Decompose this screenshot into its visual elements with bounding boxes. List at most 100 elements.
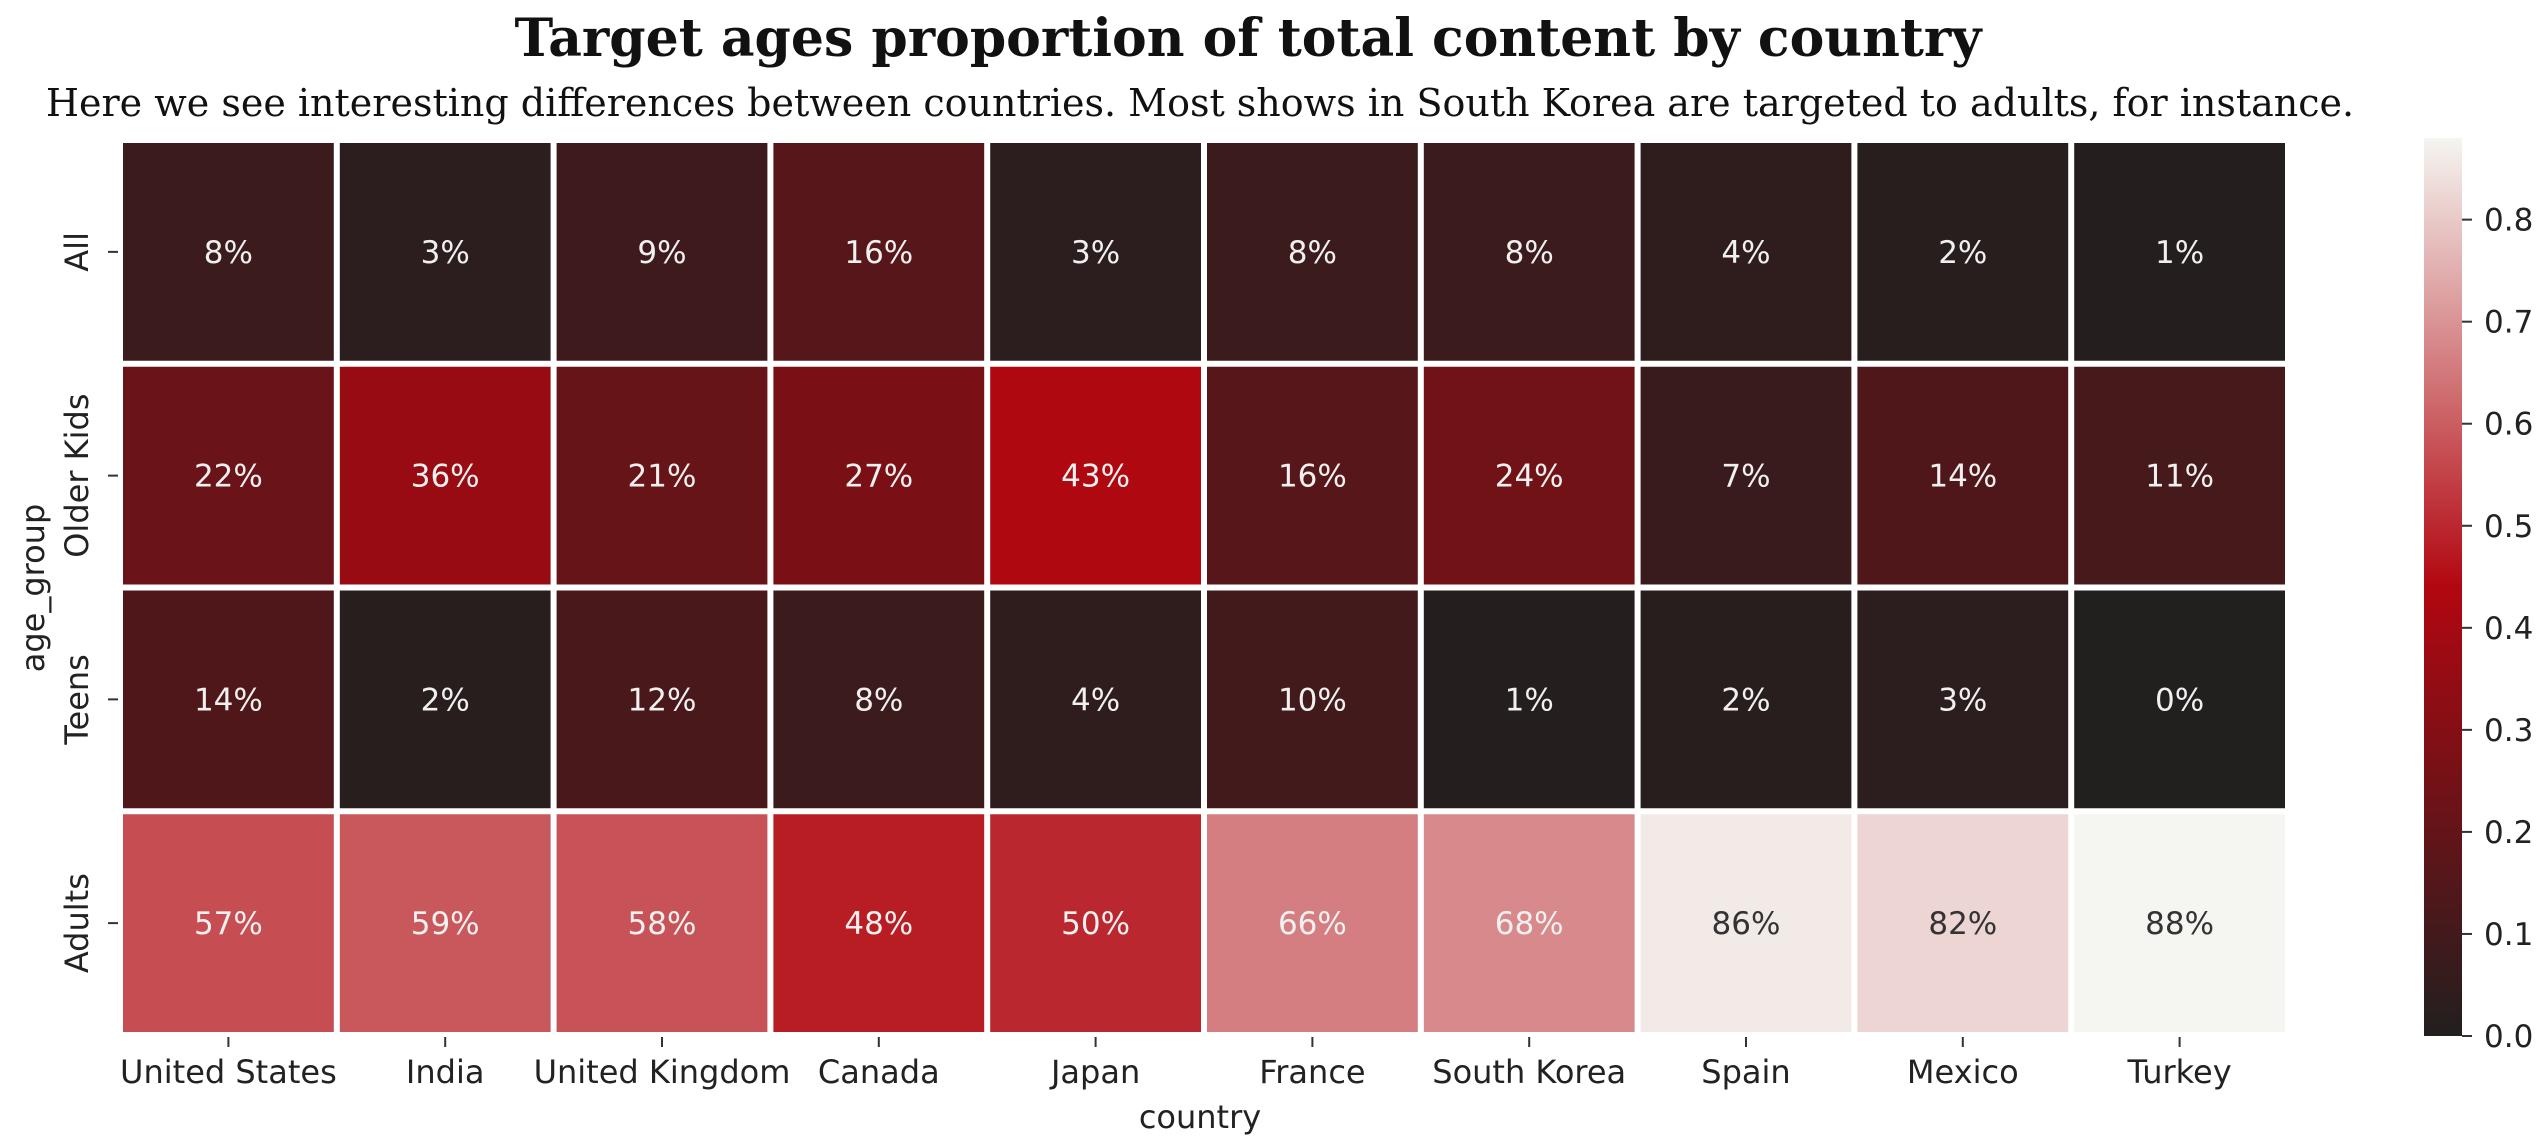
cell-value-label: 11%	[2145, 459, 2214, 495]
colorbar-tick-label: 0.4	[2484, 611, 2533, 647]
heatmap-cell	[990, 814, 1201, 1032]
heatmap-cell	[123, 366, 334, 585]
heatmap-cell	[123, 143, 334, 361]
heatmap-cell	[2074, 590, 2285, 809]
heatmap-cell	[1857, 143, 2069, 361]
heatmap-cell	[990, 143, 1201, 361]
cell-value-label: 3%	[1071, 235, 1120, 271]
colorbar-tick-label: 0.5	[2484, 509, 2533, 545]
heatmap-cell	[1640, 366, 1852, 585]
heatmap-cell	[773, 366, 985, 585]
heatmap-cell	[556, 814, 768, 1032]
heatmap-cell	[773, 143, 985, 361]
x-tick-label: United Kingdom	[534, 1053, 791, 1091]
cell-value-label: 16%	[1278, 459, 1347, 495]
cell-value-label: 14%	[1928, 459, 1997, 495]
colorbar-tick-label: 0.0	[2484, 1019, 2533, 1055]
colorbar-ticks: 0.0 0.1 0.2 0.3 0.4 0.5 0.6 0.7 0.8	[2462, 203, 2533, 1055]
cell-value-label: 58%	[628, 906, 697, 942]
heatmap-cell	[1640, 590, 1852, 809]
heatmap-cell	[2074, 814, 2285, 1032]
cell-value-label: 4%	[1721, 235, 1770, 271]
heatmap-cell	[339, 143, 551, 361]
x-tick-label: India	[406, 1053, 485, 1091]
heatmap-cell	[1423, 814, 1635, 1032]
heatmap-cell	[556, 143, 768, 361]
y-tick-label: Adults	[58, 873, 96, 973]
cell-value-label: 1%	[2155, 235, 2204, 271]
heatmap-cell	[1207, 814, 1418, 1032]
cell-value-label: 3%	[1938, 682, 1987, 718]
heatmap-cell	[1207, 366, 1418, 585]
y-axis-label: age_group	[14, 504, 52, 673]
x-tick-label: Japan	[1049, 1053, 1140, 1091]
heatmap-cells: 8% 3% 9% 16% 3% 8% 8% 4% 2% 1% 22% 36% 21% 27% 43% 16% 2…	[123, 143, 2285, 1032]
x-tick-label: South Korea	[1432, 1053, 1626, 1091]
cell-value-label: 4%	[1071, 682, 1120, 718]
y-tick-label: Teens	[58, 654, 96, 745]
x-tick-label: France	[1259, 1053, 1365, 1091]
cell-value-label: 24%	[1495, 459, 1564, 495]
cell-value-label: 3%	[421, 235, 470, 271]
colorbar-tick-label: 0.8	[2484, 203, 2533, 239]
cell-value-label: 68%	[1495, 906, 1564, 942]
cell-value-label: 7%	[1721, 459, 1770, 495]
colorbar	[2424, 138, 2462, 1036]
heatmap-cell	[1640, 814, 1852, 1032]
heatmap-cell	[1857, 590, 2069, 809]
cell-value-label: 1%	[1505, 682, 1554, 718]
heatmap-cell	[556, 590, 768, 809]
heatmap-cell	[1423, 143, 1635, 361]
y-axis-ticks: All Older Kids Teens Adults	[58, 232, 118, 973]
x-tick-label: Spain	[1701, 1053, 1790, 1091]
heatmap-cell	[990, 590, 1201, 809]
cell-value-label: 86%	[1712, 906, 1781, 942]
cell-value-label: 88%	[2145, 906, 2214, 942]
cell-value-label: 21%	[628, 459, 697, 495]
heatmap-cell	[2074, 143, 2285, 361]
cell-value-label: 22%	[194, 459, 263, 495]
cell-value-label: 2%	[1938, 235, 1987, 271]
cell-value-label: 36%	[411, 459, 480, 495]
cell-value-label: 8%	[854, 682, 903, 718]
chart-title: Target ages proportion of total content …	[514, 8, 1983, 69]
heatmap-cell	[1207, 143, 1418, 361]
chart-subtitle: Here we see interesting differences betw…	[46, 81, 2354, 125]
heatmap-cell	[773, 590, 985, 809]
cell-value-label: 8%	[204, 235, 253, 271]
cell-value-label: 48%	[844, 906, 913, 942]
y-tick-label: All	[58, 232, 96, 272]
cell-value-label: 2%	[1721, 682, 1770, 718]
cell-value-label: 27%	[844, 459, 913, 495]
colorbar-tick-label: 0.3	[2484, 713, 2533, 749]
x-axis-label: country	[1139, 1098, 1261, 1136]
heatmap-cell	[1423, 590, 1635, 809]
heatmap-cell	[123, 590, 334, 809]
y-tick-label: Older Kids	[58, 393, 96, 557]
x-tick-label: Turkey	[2127, 1053, 2232, 1091]
cell-value-label: 43%	[1061, 459, 1130, 495]
heatmap-cell	[1857, 366, 2069, 585]
heatmap-cell	[1640, 143, 1852, 361]
heatmap-cell	[556, 366, 768, 585]
colorbar-tick-label: 0.6	[2484, 407, 2533, 443]
cell-value-label: 10%	[1278, 682, 1347, 718]
cell-value-label: 82%	[1928, 906, 1997, 942]
cell-value-label: 14%	[194, 682, 263, 718]
colorbar-tick-label: 0.7	[2484, 305, 2533, 341]
heatmap-cell	[1207, 590, 1418, 809]
colorbar-tick-label: 0.2	[2484, 815, 2533, 851]
x-tick-label: United States	[120, 1053, 337, 1091]
cell-value-label: 8%	[1505, 235, 1554, 271]
cell-value-label: 12%	[628, 682, 697, 718]
heatmap-cell	[1423, 366, 1635, 585]
heatmap-cell	[339, 814, 551, 1032]
cell-value-label: 57%	[194, 906, 263, 942]
colorbar-tick-label: 0.1	[2484, 917, 2533, 953]
heatmap-cell	[339, 590, 551, 809]
x-tick-label: Canada	[818, 1053, 940, 1091]
heatmap-cell	[773, 814, 985, 1032]
heatmap-cell	[2074, 366, 2285, 585]
heatmap-cell	[123, 814, 334, 1032]
